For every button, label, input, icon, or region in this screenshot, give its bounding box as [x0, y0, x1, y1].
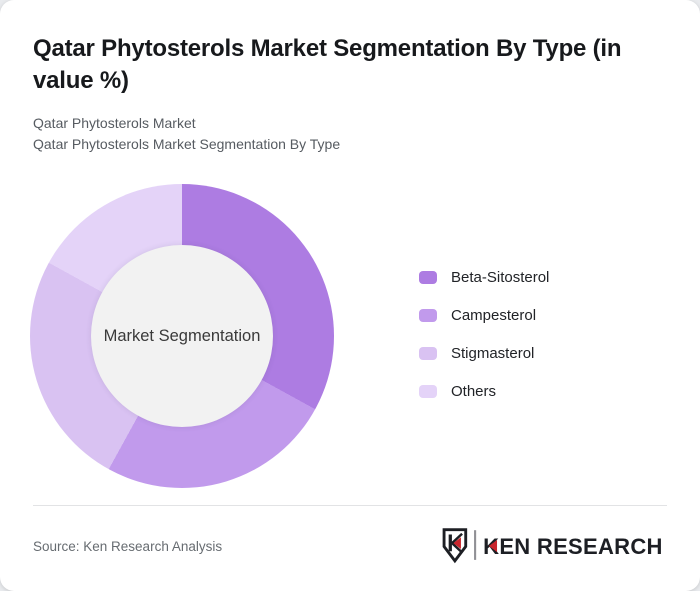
donut-center-label: Market Segmentation — [103, 326, 261, 345]
legend-label: Campesterol — [451, 306, 537, 324]
legend-swatch-icon — [419, 346, 437, 360]
legend-swatch-icon — [419, 308, 437, 322]
chart-subtitle-line1: Qatar Phytosterols Market — [33, 115, 196, 131]
legend-swatch-icon — [419, 270, 437, 284]
source-text: Source: Ken Research Analysis — [33, 539, 223, 554]
legend-item-beta-sitosterol: Beta-Sitosterol — [419, 262, 549, 292]
legend-label: Others — [451, 382, 497, 400]
legend-swatch-icon — [419, 384, 437, 398]
chart-subtitle-line2: Qatar Phytosterols Market Segmentation B… — [33, 136, 341, 152]
ken-research-logo: KEN RESEARCH — [442, 528, 663, 564]
logo-k-triangle-icon — [488, 540, 498, 552]
footer-divider — [33, 505, 667, 506]
donut-chart: Market Segmentation — [30, 184, 334, 488]
legend-label: Beta-Sitosterol — [451, 268, 550, 286]
chart-legend: Beta-Sitosterol Campesterol Stigmasterol… — [419, 262, 549, 414]
page-title: Qatar Phytosterols Market Segmentation B… — [33, 35, 622, 94]
legend-item-campesterol: Campesterol — [419, 300, 549, 330]
donut-hole: Market Segmentation — [91, 245, 273, 427]
legend-item-stigmasterol: Stigmasterol — [419, 338, 549, 368]
logo-separator — [474, 530, 477, 560]
ken-research-shield-icon — [442, 528, 468, 564]
legend-label: Stigmasterol — [451, 344, 535, 362]
legend-item-others: Others — [419, 376, 549, 406]
logo-wordmark: KEN RESEARCH — [483, 534, 663, 559]
